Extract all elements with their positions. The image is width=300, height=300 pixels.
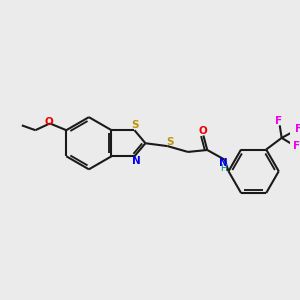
Text: N: N [132, 156, 141, 166]
Text: S: S [166, 137, 173, 147]
Text: O: O [44, 118, 53, 128]
Text: O: O [198, 126, 207, 136]
Text: F: F [292, 141, 300, 151]
Text: F: F [275, 116, 282, 125]
Text: S: S [132, 120, 139, 130]
Text: N: N [219, 158, 228, 168]
Text: H: H [220, 164, 227, 173]
Text: F: F [296, 124, 300, 134]
